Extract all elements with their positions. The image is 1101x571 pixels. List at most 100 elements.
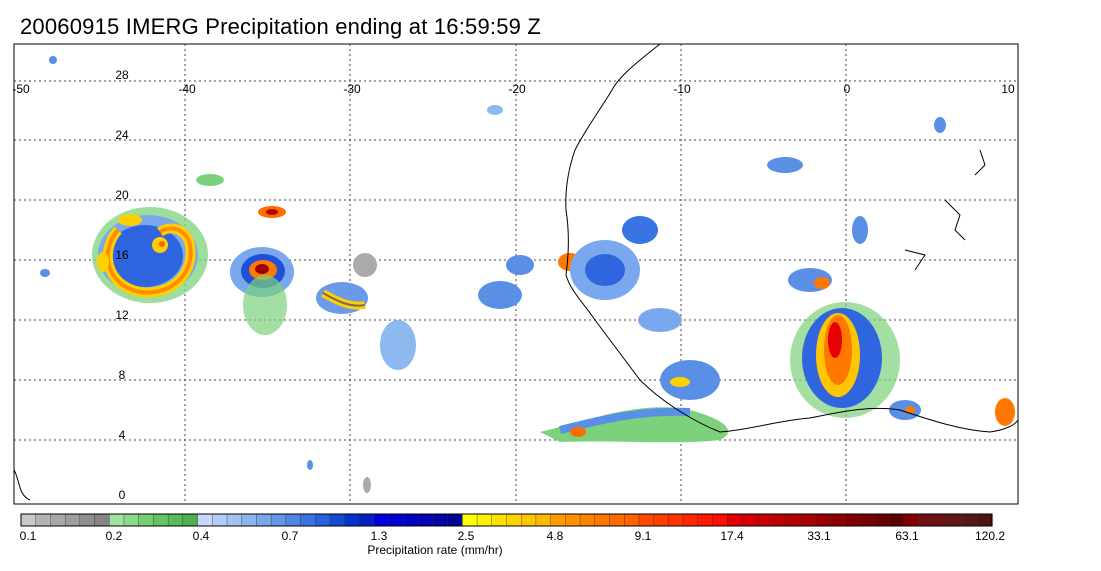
colorbar-swatch [947,513,964,527]
colorbar-tick-label: 17.4 [720,529,744,543]
colorbar-swatch [476,513,493,527]
colorbar-tick-label: 33.1 [807,529,831,543]
colorbar-swatch [109,513,125,527]
colorbar-swatch [785,513,802,527]
colorbar-swatch [447,513,463,527]
colorbar-swatch [182,513,199,527]
colorbar-swatch [697,513,714,527]
colorbar-swatch [50,513,66,527]
colorbar-swatch [241,513,257,527]
colorbar-swatch [771,513,787,527]
colorbar-swatch [79,513,96,527]
colorbar-swatch [418,513,434,527]
colorbar-swatch [579,513,596,527]
colorbar-outline [20,513,993,527]
lat-tick-label: 4 [119,428,126,442]
colorbar-swatch [491,513,508,527]
colorbar-swatch [844,513,861,527]
lat-tick-label: 20 [115,188,129,202]
colorbar-swatch [712,513,728,527]
map-title: 20060915 IMERG Precipitation ending at 1… [20,14,542,39]
colorbar-swatch [20,513,37,527]
colorbar-swatch [94,513,110,527]
colorbar-swatch [932,513,949,527]
colorbar-swatch [506,513,522,527]
lat-tick-labels: 28 24 20 16 12 8 4 0 [115,68,129,502]
colorbar-swatch [859,513,875,527]
colorbar-swatch [800,513,817,527]
colorbar-swatch [977,513,993,527]
lon-tick-label: -30 [343,82,361,96]
colorbar-swatch [550,513,566,527]
colorbar-swatch [653,513,669,527]
coastline [14,44,1018,501]
colorbar-tick-label: 0.7 [282,529,299,543]
colorbar-swatch [359,513,375,527]
lon-tick-label: 0 [844,82,851,96]
lon-tick-label: 10 [1001,82,1015,96]
colorbar-swatch [682,513,699,527]
colorbar-swatch [226,513,243,527]
colorbar-swatch [403,513,419,527]
colorbar-swatch [285,513,302,527]
colorbar-swatch [565,513,581,527]
lon-tick-label: -40 [178,82,196,96]
colorbar-tick-label: 9.1 [635,529,652,543]
lat-tick-label: 12 [115,308,129,322]
colorbar-swatch [300,513,316,527]
colorbar-swatch [918,513,934,527]
precipitation-field [40,56,1015,493]
colorbar-swatch [903,513,920,527]
colorbar-swatch [668,513,684,527]
colorbar-swatch [829,513,846,527]
colorbar-swatch [756,513,772,527]
colorbar-swatch [123,513,140,527]
colorbar-swatch [388,513,405,527]
colorbar-swatch [270,513,287,527]
colorbar-swatch [638,513,655,527]
colorbar-swatch [373,513,390,527]
colorbar-swatch [153,513,169,527]
colorbar-tick-label: 0.2 [106,529,123,543]
colorbar-swatch [167,513,184,527]
lon-tick-labels: -50 -40 -30 -20 -10 0 10 [12,82,1015,96]
colorbar-label: Precipitation rate (mm/hr) [367,543,502,557]
colorbar-swatch [741,513,758,527]
colorbar-swatch [594,513,611,527]
colorbar-swatch [521,513,537,527]
colorbar-swatch [624,513,640,527]
colorbar-swatch [888,513,905,527]
colorbar-tick-label: 1.3 [371,529,388,543]
colorbar-swatch [212,513,228,527]
colorbar-tick-label: 4.8 [547,529,564,543]
lon-tick-label: -20 [508,82,526,96]
colorbar-swatches [20,513,993,527]
colorbar-swatch [874,513,890,527]
colorbar-swatch [344,513,360,527]
colorbar-tick-label: 0.4 [193,529,210,543]
colorbar-swatch [432,513,449,527]
lat-tick-label: 8 [119,368,126,382]
colorbar-tick-label: 2.5 [458,529,475,543]
colorbar-tick-label: 0.1 [20,529,37,543]
colorbar-swatch [962,513,978,527]
colorbar-tick-label: 63.1 [895,529,919,543]
colorbar-swatch [256,513,272,527]
colorbar-swatch [197,513,213,527]
colorbar-swatch [726,513,743,527]
colorbar: 0.1 0.2 0.4 0.7 1.3 2.5 4.8 9.1 17.4 33.… [20,513,1006,557]
colorbar-swatch [64,513,81,527]
colorbar-swatch [138,513,155,527]
lon-tick-label: -50 [12,82,30,96]
colorbar-swatch [315,513,331,527]
lat-tick-label: 16 [115,248,129,262]
colorbar-swatch [329,513,346,527]
colorbar-swatch [35,513,52,527]
colorbar-swatch [462,513,478,527]
colorbar-tick-labels: 0.1 0.2 0.4 0.7 1.3 2.5 4.8 9.1 17.4 33.… [20,529,1006,543]
colorbar-swatch [609,513,625,527]
colorbar-tick-label: 120.2 [975,529,1005,543]
lon-tick-label: -10 [673,82,691,96]
colorbar-swatch [535,513,552,527]
